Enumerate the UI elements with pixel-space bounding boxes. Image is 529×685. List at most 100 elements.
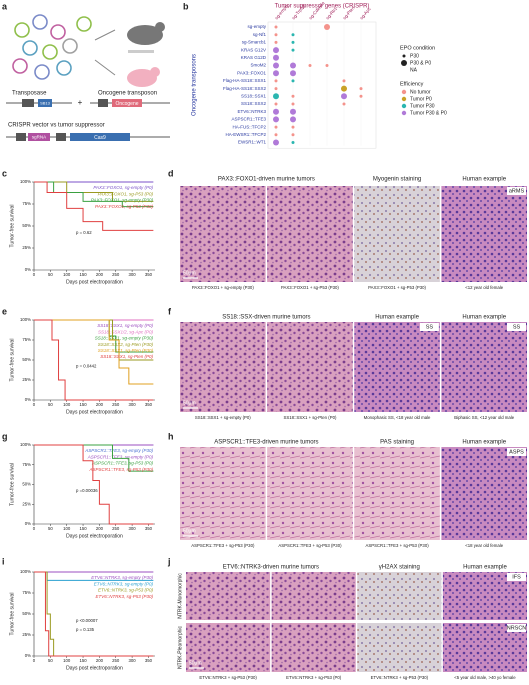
x-tick-label: 150	[79, 402, 87, 407]
panel-label: b	[183, 1, 189, 11]
survival-curve	[34, 571, 154, 657]
dot	[290, 70, 296, 77]
panel-label: g	[2, 431, 8, 441]
series-label: ETV6::NTRK3, sg-empty (P30)	[91, 575, 153, 580]
dot	[290, 116, 296, 123]
series-label: ETV6::NTRK3, sg-P53 (P0)	[98, 588, 154, 593]
x-tick-label: 100	[63, 272, 71, 277]
histology-image	[354, 447, 440, 540]
x-tick-label: 200	[96, 526, 104, 531]
diagram-a: Transposase + Oncogene transposon CRISPR…	[6, 14, 170, 141]
tag-label: NRSCN	[507, 626, 527, 632]
dot	[273, 54, 279, 61]
x-tick-label: 350	[145, 526, 153, 531]
dotplot-frame	[267, 21, 377, 149]
series-label: SS18::SSX1, sg-empty (P30)	[95, 336, 154, 341]
scale-label: 50μm	[183, 528, 196, 534]
panel-label: h	[168, 431, 174, 441]
panel-header: ASPSCR1::TFE3-driven murine tumors	[214, 440, 318, 446]
dot	[273, 116, 279, 123]
row-label: Flag-HA-SS18::SSX1	[223, 78, 267, 83]
dot	[291, 102, 295, 106]
y-tick-label: 25%	[22, 245, 31, 250]
series-label: ASPSCR1::TFE3, sg-empty (P0)	[87, 454, 154, 459]
panel-label: c	[2, 168, 7, 178]
row-label: EWSR1::WT1	[238, 140, 266, 145]
part-label: Oncogene	[115, 101, 138, 107]
panel-header: Human example	[462, 315, 506, 321]
dot	[291, 141, 295, 144]
legend-dot	[402, 54, 406, 58]
row-label: sg-Smarcb1	[242, 40, 267, 45]
dot	[274, 87, 278, 91]
caption: ETV6::NTRK3 + sg-P53 (P0)	[286, 675, 342, 680]
tag-label: aRMS	[509, 189, 525, 195]
dot	[274, 33, 278, 37]
x-tick-label: 0	[33, 526, 36, 531]
row-label: SS18::SSX2	[241, 101, 267, 106]
caption: <12 year old female	[465, 285, 503, 290]
y-axis-label: Tumor-free survival	[9, 463, 15, 506]
dot	[273, 108, 279, 115]
series-label: SS18::SSX1/2, sg-Apc (P0)	[98, 329, 154, 334]
legend-label: P30	[410, 53, 419, 59]
tag-box	[507, 187, 526, 195]
scale-label: 50μm	[189, 660, 202, 666]
caption: ASPSCR1::TFE3 + sg-P53 (P30)	[191, 543, 255, 548]
x-tick-label: 0	[33, 658, 36, 663]
histology-image	[441, 447, 527, 540]
row-label: PAX3::FOXO1	[237, 70, 266, 75]
legend-label: No tumor	[410, 89, 431, 95]
x-tick-label: 250	[112, 272, 120, 277]
x-tick-label: 250	[112, 402, 120, 407]
x-tick-label: 200	[96, 402, 104, 407]
legend-dot	[401, 103, 407, 109]
series-label: SS18::SSX1, sg-Pten (P30)	[98, 348, 154, 353]
y-tick-label: 75%	[22, 590, 31, 595]
row-label: HA-EWSR1::TFCP2	[225, 132, 266, 137]
series-label: PAX3::FOXO1, sg-empty (P30)	[91, 198, 154, 203]
caption: Biphasic SS, <12 year old male	[454, 415, 514, 420]
caption: SS18::SSX1 + sg-Pten (P0)	[283, 415, 336, 420]
y-tick-label: 25%	[22, 377, 31, 382]
panel-label: i	[2, 556, 5, 566]
y-axis-label: Tumor-free survival	[9, 339, 15, 382]
row-label: ETV6::NTRK3	[237, 109, 266, 114]
caption: PAX3::FOXO1 + sg-P53 (P30)	[281, 285, 339, 290]
survival-curve	[34, 571, 154, 657]
panel-header: PAX3::FOXO1-driven murine tumors	[218, 177, 315, 183]
dot	[342, 79, 346, 83]
annotation: p =0.00036	[76, 488, 98, 493]
series-label: ETV6::NTRK3, sg-empty (P0)	[94, 581, 154, 586]
tag-box	[507, 323, 526, 331]
histology-image	[271, 623, 356, 672]
legend-label: NA	[410, 67, 418, 73]
survival-curve	[34, 319, 154, 385]
y-tick-label: 75%	[22, 462, 31, 467]
y-tick-label: 50%	[22, 357, 31, 362]
x-tick-label: 50	[48, 272, 53, 277]
row-label: sg-empty	[247, 24, 266, 29]
y-axis-label: Tumor-free survival	[9, 593, 15, 636]
dot	[274, 40, 278, 44]
series-label: ASPSCR1::TFE3, sg-P53 (P30)	[88, 467, 153, 472]
legend-dot	[401, 96, 407, 102]
panel-header: Human example	[462, 177, 506, 183]
x-tick-label: 50	[48, 526, 53, 531]
histology-image	[180, 322, 266, 412]
histology-image	[354, 186, 440, 282]
dot	[273, 70, 279, 77]
y-tick-label: 75%	[22, 201, 31, 206]
annotation: p = 0.135	[76, 627, 95, 632]
dotplot-ylabel: Oncogene transposons	[192, 54, 198, 116]
x-tick-label: 200	[96, 272, 104, 277]
row-label: Flag-HA-SS18::SSX2	[223, 86, 267, 91]
series-label: SS18::SSX1, sg-empty (P0)	[97, 323, 153, 328]
dot	[274, 133, 278, 137]
x-tick-label: 0	[33, 402, 36, 407]
histology-image	[271, 572, 356, 620]
x-axis-label: Days post electroporation	[66, 409, 123, 415]
row-label: NTRK-Pleomorphic	[177, 625, 183, 669]
histology-image	[267, 186, 353, 282]
x-tick-label: 200	[96, 658, 104, 663]
